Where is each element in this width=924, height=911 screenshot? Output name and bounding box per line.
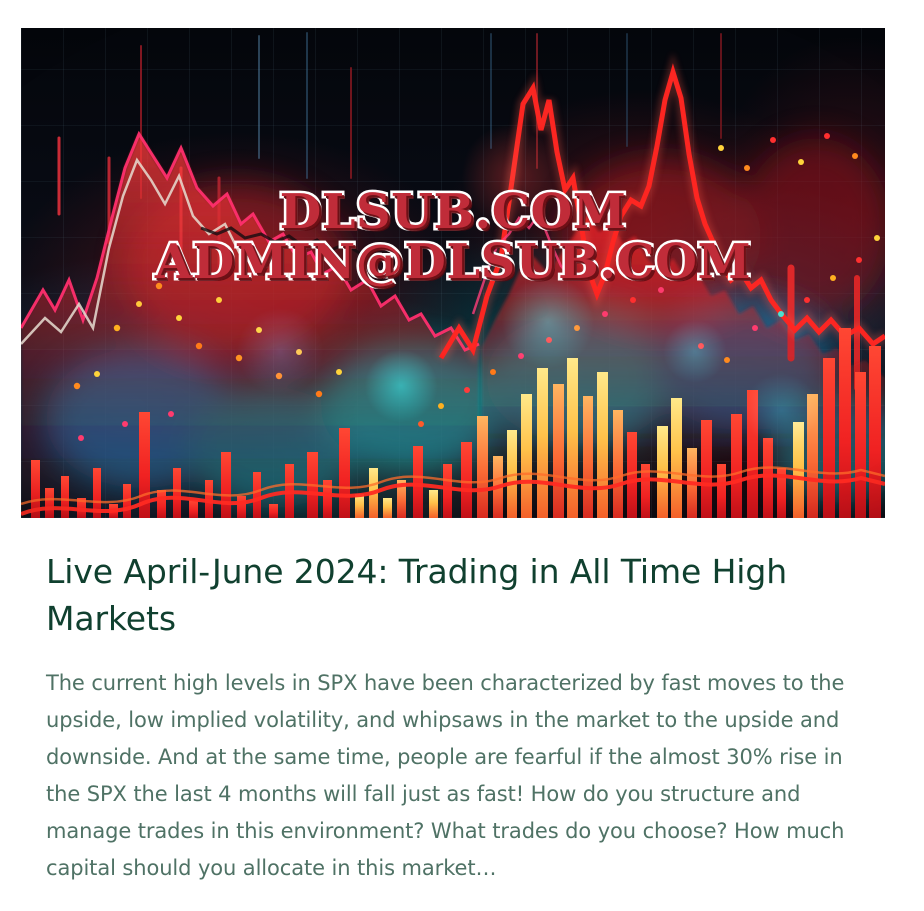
hero-image[interactable]: DLSUB.COM ADMIN@DLSUB.COM	[21, 28, 885, 518]
article-excerpt: The current high levels in SPX have been…	[46, 670, 845, 880]
hero-vignette	[21, 28, 885, 518]
article-body: Live April-June 2024: Trading in All Tim…	[46, 549, 858, 887]
page-title[interactable]: Live April-June 2024: Trading in All Tim…	[46, 552, 788, 638]
hero-artwork	[21, 28, 885, 518]
